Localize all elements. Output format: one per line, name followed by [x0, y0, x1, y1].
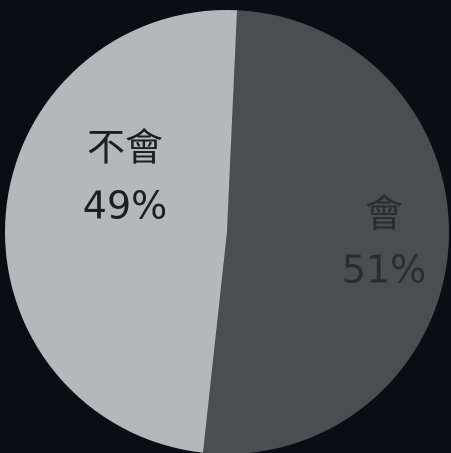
slice-value-label: 49%	[83, 184, 167, 228]
slice-label: 會	[365, 192, 403, 236]
slice-label: 不會	[87, 126, 163, 170]
pie-slice	[5, 10, 238, 453]
slice-value-label: 51%	[342, 248, 426, 292]
pie-slice	[203, 10, 449, 453]
